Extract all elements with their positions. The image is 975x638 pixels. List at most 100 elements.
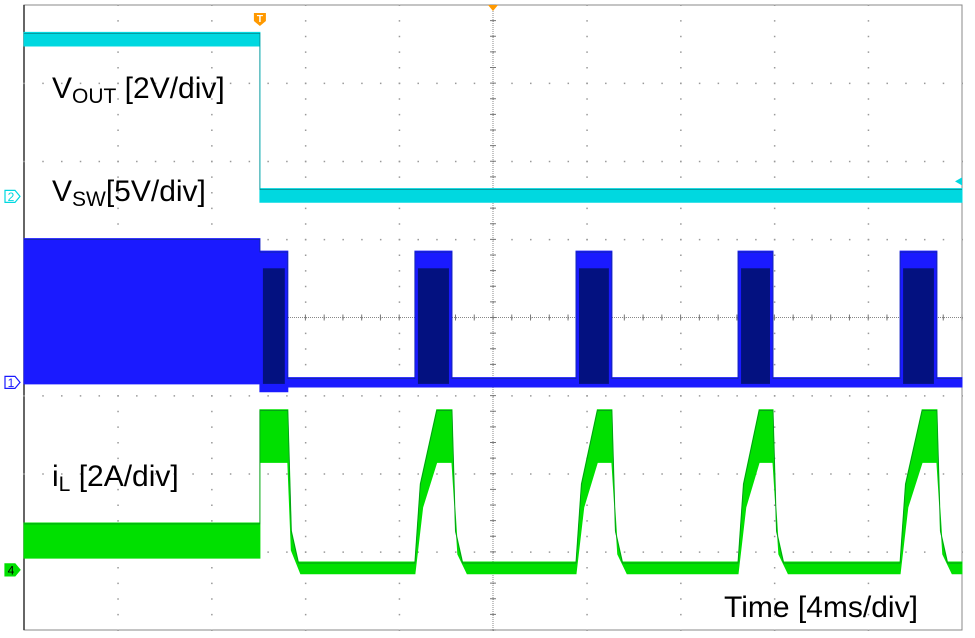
grid-dot <box>117 82 119 85</box>
grid-dot <box>886 473 888 475</box>
grid-dot <box>473 395 476 397</box>
grid-dot <box>661 551 663 553</box>
grid-dot <box>117 488 119 491</box>
grid-dot <box>586 238 588 241</box>
grid-dot <box>117 192 119 194</box>
grid-dot <box>830 160 832 163</box>
grid-dot <box>548 395 551 397</box>
grid-dot <box>117 67 119 69</box>
grid-dot <box>192 160 194 163</box>
grid-dot <box>773 270 776 272</box>
grid-dot <box>680 207 682 210</box>
grid-dot <box>154 160 157 163</box>
grid-dot <box>830 238 832 241</box>
grid-dot <box>680 129 682 131</box>
grid-dot <box>773 598 776 600</box>
grid-dot <box>398 488 401 491</box>
grid-dot <box>398 207 401 210</box>
grid-dot <box>304 332 307 335</box>
grid-dot <box>304 426 307 428</box>
grid-dot <box>680 598 682 600</box>
grid-dot <box>304 442 307 444</box>
grid-dot <box>417 473 419 475</box>
grid-dot <box>867 113 870 116</box>
grid-dot <box>398 113 401 116</box>
grid-dot <box>867 285 870 288</box>
grid-dot <box>136 160 138 163</box>
grid-dot <box>379 395 382 397</box>
grid-dot <box>79 160 82 163</box>
grid-dot <box>173 160 176 163</box>
grid-dot <box>117 582 119 585</box>
grid-dot <box>961 473 963 475</box>
grid-dot <box>717 473 720 475</box>
grid-dot <box>867 535 870 538</box>
grid-dot <box>117 442 119 444</box>
grid-dot <box>304 582 307 585</box>
grid-dot <box>586 504 588 506</box>
grid-dot <box>398 520 401 522</box>
grid-dot <box>867 82 870 85</box>
grid-dot <box>605 238 607 241</box>
grid-dot <box>773 348 776 350</box>
grid-dot <box>211 395 213 397</box>
grid-dot <box>680 4 682 6</box>
grid-dot <box>398 160 401 163</box>
grid-dot <box>61 160 63 163</box>
grid-dot <box>530 160 532 163</box>
grid-dot <box>942 238 945 241</box>
grid-dot <box>717 160 720 163</box>
grid-dot <box>586 223 588 225</box>
grid-dot <box>680 457 682 460</box>
il-upper-edge <box>24 410 962 564</box>
grid-dot <box>304 67 307 69</box>
grid-dot <box>211 457 213 460</box>
grid-dot <box>342 395 344 397</box>
grid-dot <box>586 395 588 397</box>
grid-dot <box>304 301 307 303</box>
grid-dot <box>98 395 101 397</box>
grid-dot <box>454 82 457 85</box>
grid-dot <box>867 98 870 100</box>
grid-dot <box>398 629 401 631</box>
grid-dot <box>623 395 626 397</box>
grid-dot <box>304 488 307 491</box>
grid-dot <box>755 82 757 85</box>
grid-dot <box>398 504 401 506</box>
grid-dot <box>586 551 588 553</box>
time-label: Time [4ms/div] <box>724 591 918 624</box>
grid-dot <box>211 223 213 225</box>
grid-dot <box>361 473 363 475</box>
grid-dot <box>586 410 588 413</box>
grid-dot <box>473 473 476 475</box>
grid-dot <box>211 207 213 210</box>
grid-dot <box>398 613 401 616</box>
grid-dot <box>886 551 888 553</box>
grid-dot <box>623 160 626 163</box>
grid-dot <box>923 395 926 397</box>
grid-dot <box>605 395 607 397</box>
grid-dot <box>698 160 701 163</box>
grid-dot <box>680 629 682 631</box>
grid-dot <box>773 332 776 335</box>
grid-dot <box>661 473 663 475</box>
grid-dot <box>792 395 795 397</box>
grid-dot <box>680 223 682 225</box>
grid-dot <box>773 51 776 53</box>
grid-dot <box>680 285 682 288</box>
grid-dot <box>642 82 645 85</box>
grid-dot <box>304 473 307 475</box>
grid-dot <box>867 488 870 491</box>
grid-dot <box>867 504 870 506</box>
grid-dot <box>773 582 776 585</box>
grid-dot <box>905 551 907 553</box>
grid-dot <box>398 35 401 38</box>
grid-dot <box>304 238 307 241</box>
grid-dot <box>642 160 645 163</box>
grid-dot <box>736 473 738 475</box>
grid-dot <box>511 395 513 397</box>
grid-dot <box>211 613 213 616</box>
grid-dot <box>398 67 401 69</box>
grid-dot <box>304 504 307 506</box>
grid-dot <box>773 395 776 397</box>
